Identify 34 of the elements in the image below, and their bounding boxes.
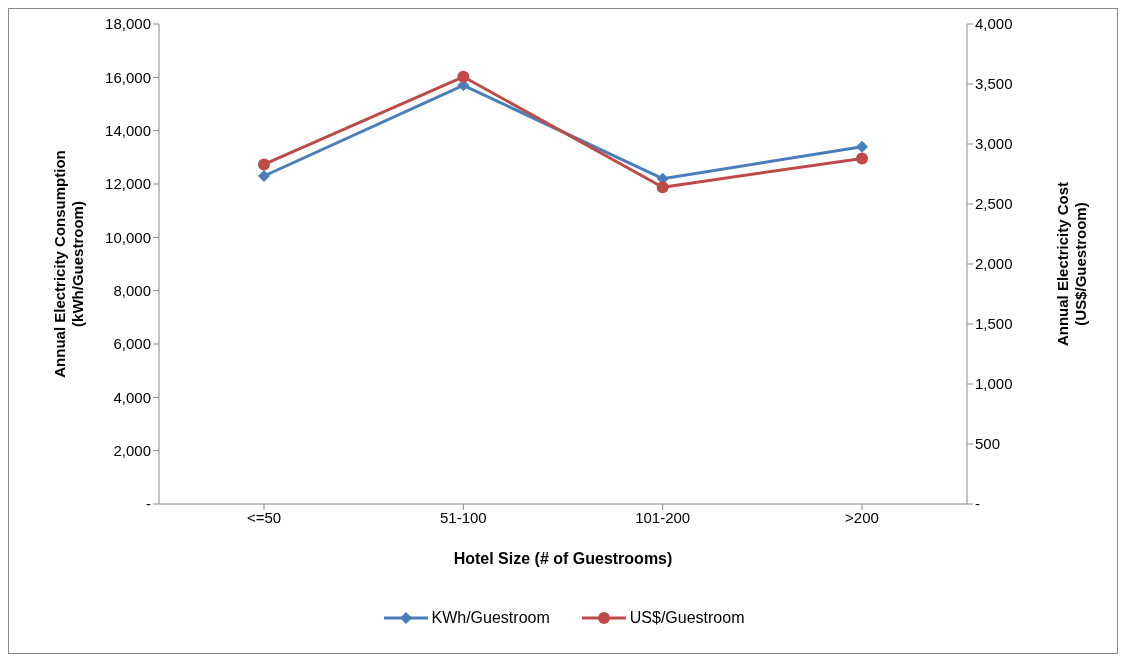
y-tick-label: 16,000 [105,68,151,86]
y-tick-label: 8,000 [113,281,151,299]
y-tick-label: 6,000 [113,335,151,353]
point [856,152,868,165]
y2-tick-label: 3,000 [975,135,1013,153]
y-tick-label: 18,000 [105,15,151,33]
y-axis-title: Annual Electricity Consumption (kWh/Guestroom) [51,150,86,378]
y2-tick-label: 4,000 [975,15,1013,33]
legend-label: KWh/Guestroom [431,609,550,627]
y2-tick-label: 3,500 [975,75,1013,93]
point [258,170,270,182]
point [656,181,669,194]
point [258,158,270,171]
x-tick-label: <=50 [246,508,282,526]
x-tick-label: 51-100 [439,508,487,526]
y-tick-label: 14,000 [105,121,151,139]
y2-tick-label: 2,000 [975,255,1013,273]
legend-label: US$/Guestroom [629,609,745,627]
y2-tick-label: 500 [975,435,1001,453]
x-tick-label: >200 [845,508,879,526]
y-tick-label: 12,000 [105,175,151,193]
y2-axis-title: Annual Electricity Cost (US$/Guestroom) [1054,181,1089,347]
y-tick-label: - [146,495,151,513]
point [856,140,868,153]
y2-tick-label: 2,500 [975,195,1013,213]
y2-tick-label: 1,000 [975,375,1013,393]
y-tick-label: 2,000 [113,441,151,459]
y-tick-label: 4,000 [113,388,151,406]
x-axis-title: Hotel Size (# of Guestrooms) [453,550,673,567]
point [457,70,470,83]
y2-tick-label: - [975,495,980,513]
y2-tick-label: 1,500 [975,315,1013,333]
x-tick-label: 101-200 [635,508,691,526]
y-tick-label: 10,000 [105,228,151,246]
